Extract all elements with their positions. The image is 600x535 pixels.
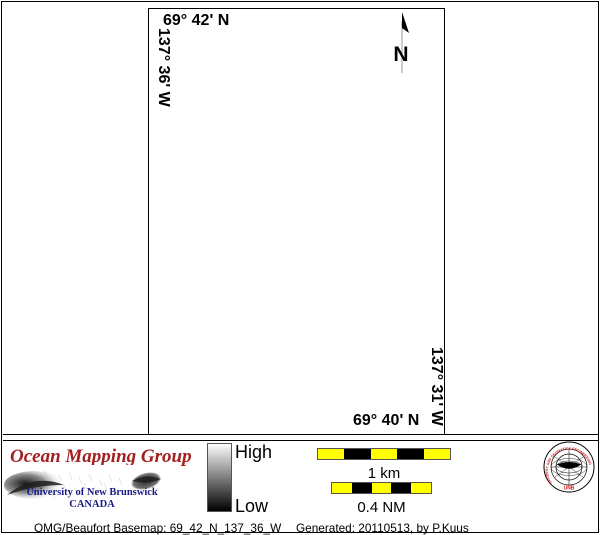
svg-text:UNB: UNB	[564, 486, 575, 492]
svg-text:N: N	[393, 43, 408, 66]
